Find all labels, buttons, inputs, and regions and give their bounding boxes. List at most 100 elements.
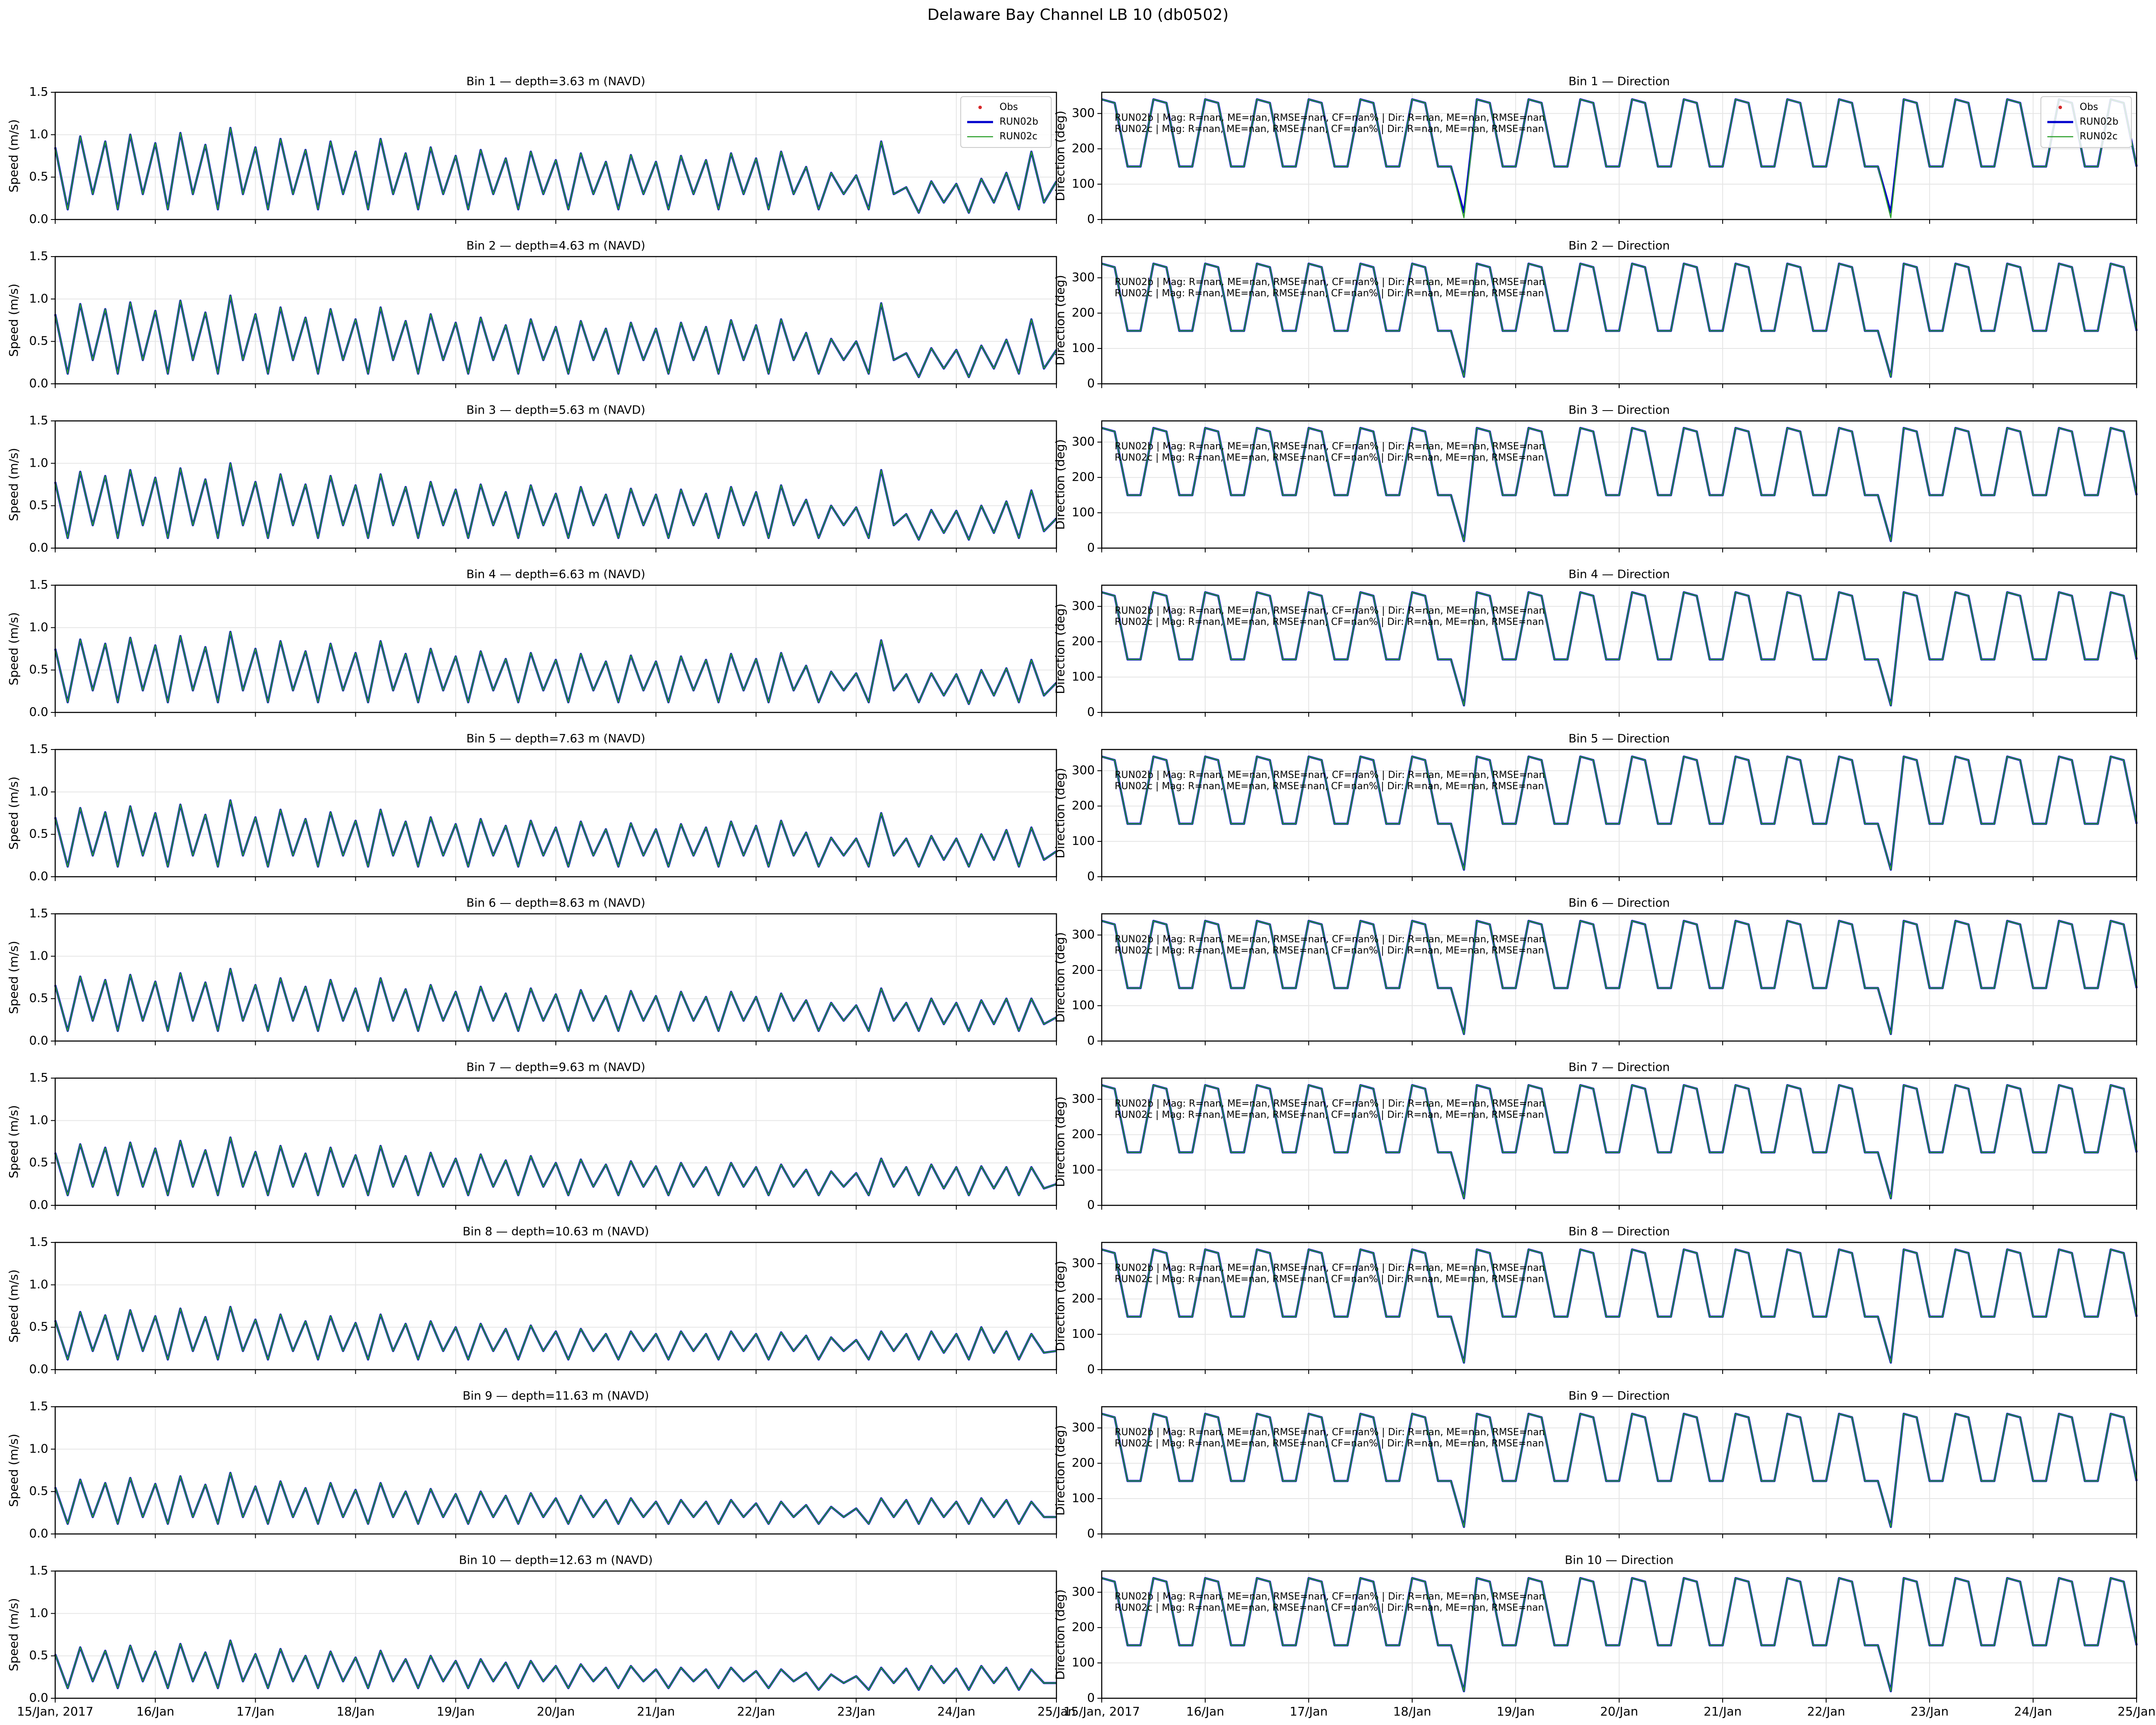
y-axis-label: Direction (deg) — [1053, 110, 1067, 201]
y-tick-label: 0.5 — [29, 1484, 48, 1498]
subplot-title: Bin 2 — Direction — [1568, 239, 1670, 253]
x-tick-label: 20/Jan — [1600, 1704, 1638, 1719]
stats-annotation: RUN02c | Mag: R=nan, ME=nan, RMSE=nan, C… — [1115, 945, 1544, 956]
legend-box — [960, 96, 1052, 148]
y-tick-label: 0 — [1087, 212, 1095, 226]
series-line — [1101, 1413, 2137, 1527]
stats-annotation: RUN02b | Mag: R=nan, ME=nan, RMSE=nan, C… — [1115, 934, 1545, 945]
y-tick-label: 1.0 — [29, 784, 48, 798]
axes-frame — [54, 1077, 1057, 1206]
y-tick-label: 300 — [1072, 1091, 1095, 1106]
y-tick-label: 100 — [1072, 176, 1095, 191]
y-tick-label: 0.0 — [29, 1526, 48, 1540]
y-tick-label: 0 — [1087, 1362, 1095, 1376]
y-tick-label: 0.0 — [29, 1362, 48, 1376]
axes-frame — [1101, 1570, 2137, 1699]
y-tick-label: 0.5 — [29, 662, 48, 677]
x-tick-label: 16/Jan — [1186, 1704, 1224, 1719]
x-tick-label: 18/Jan — [1393, 1704, 1431, 1719]
subplot-title: Bin 9 — depth=11.63 m (NAVD) — [463, 1389, 649, 1403]
y-tick-label: 0.0 — [29, 869, 48, 883]
series-line — [1101, 1578, 2137, 1692]
x-tick-label: 15/Jan, 2017 — [1063, 1704, 1140, 1719]
y-axis-label: Speed (m/s) — [6, 612, 21, 686]
y-tick-label: 0.0 — [29, 705, 48, 719]
axes-frame — [54, 1242, 1057, 1371]
subplot-title: Bin 9 — Direction — [1568, 1389, 1670, 1403]
y-tick-label: 1.0 — [29, 291, 48, 305]
series-line — [54, 1640, 1056, 1690]
y-tick-label: 1.5 — [29, 1563, 48, 1578]
subplot: Bin 4 — Direction Direction (deg) 0 100 200 3… — [1053, 568, 2138, 719]
legend-label: RUN02b — [2080, 116, 2118, 127]
y-tick-label: 300 — [1072, 270, 1095, 284]
y-tick-label: 200 — [1072, 141, 1095, 155]
y-tick-label: 300 — [1072, 763, 1095, 777]
series-line — [1101, 1085, 2137, 1199]
stats-annotation: RUN02b | Mag: R=nan, ME=nan, RMSE=nan, C… — [1115, 441, 1545, 452]
subplot-title: Bin 4 — Direction — [1568, 568, 1670, 581]
x-tick-label: 25/Jan — [2118, 1704, 2156, 1719]
y-tick-label: 100 — [1072, 1655, 1095, 1669]
series-line — [1101, 263, 2137, 377]
x-tick-label: 15/Jan, 2017 — [17, 1704, 93, 1719]
x-tick-label: 21/Jan — [637, 1704, 675, 1719]
y-tick-label: 1.0 — [29, 1113, 48, 1127]
axes-frame — [1101, 584, 2137, 713]
subplot: Bin 8 — Direction Direction (deg) 0 100 200 3… — [1053, 1225, 2138, 1376]
axes-frame — [54, 749, 1057, 878]
axes-frame — [1101, 91, 2137, 220]
series-line — [1101, 427, 2137, 542]
y-tick-label: 1.0 — [29, 127, 48, 141]
subplot: Bin 6 — depth=8.63 m (NAVD) Speed (m/s) 0.… — [6, 897, 1057, 1048]
series-line — [54, 800, 1057, 867]
y-tick-label: 1.5 — [29, 85, 48, 99]
stats-annotation: RUN02b | Mag: R=nan, ME=nan, RMSE=nan, C… — [1115, 1427, 1545, 1438]
legend-label: Obs — [1000, 102, 1018, 113]
series-line — [1101, 99, 2137, 219]
y-tick-label: 0 — [1087, 1198, 1095, 1212]
subplot: Bin 3 — Direction Direction (deg) 0 100 200 3… — [1053, 404, 2138, 555]
y-tick-label: 300 — [1072, 1420, 1095, 1434]
y-tick-label: 300 — [1072, 106, 1095, 120]
y-axis-label: Speed (m/s) — [6, 941, 21, 1014]
y-tick-label: 0 — [1087, 1690, 1095, 1705]
subplot-title: Bin 10 — depth=12.63 m (NAVD) — [459, 1554, 652, 1567]
x-tick-label: 22/Jan — [737, 1704, 775, 1719]
subplot: Bin 2 — depth=4.63 m (NAVD) Speed (m/s) 0.… — [6, 239, 1058, 390]
y-tick-label: 100 — [1072, 998, 1095, 1012]
series-line — [54, 1472, 1056, 1524]
y-tick-label: 0 — [1087, 1526, 1095, 1540]
axes-frame — [54, 91, 1057, 220]
y-tick-label: 200 — [1072, 798, 1095, 812]
stats-annotation: RUN02b | Mag: R=nan, ME=nan, RMSE=nan, C… — [1115, 605, 1545, 616]
axes-frame — [1101, 913, 2137, 1042]
series-line — [54, 463, 1057, 540]
x-tick-label: 23/Jan — [1911, 1704, 1949, 1719]
y-tick-label: 0.5 — [29, 1648, 48, 1662]
y-tick-label: 1.5 — [29, 577, 48, 592]
subplot-title: Bin 6 — depth=8.63 m (NAVD) — [466, 897, 645, 910]
subplot: Bin 8 — depth=10.63 m (NAVD) Speed (m/s) 0… — [6, 1225, 1057, 1376]
y-axis-label: Speed (m/s) — [6, 448, 21, 521]
y-axis-label: Speed (m/s) — [6, 1434, 21, 1507]
y-tick-label: 100 — [1072, 1491, 1095, 1505]
y-tick-label: 0.5 — [29, 498, 48, 512]
subplot-title: Bin 8 — depth=10.63 m (NAVD) — [463, 1225, 649, 1239]
y-tick-label: 0.0 — [29, 1033, 48, 1048]
subplot: Bin 10 — depth=12.63 m (NAVD) Speed (m/s)… — [6, 1554, 1075, 1719]
y-tick-label: 1.5 — [29, 742, 48, 756]
legend-label: RUN02c — [1000, 131, 1037, 142]
y-tick-label: 1.5 — [29, 1235, 48, 1249]
legend-marker — [978, 106, 982, 109]
series-line — [54, 295, 1057, 378]
y-tick-label: 200 — [1072, 1620, 1095, 1634]
stats-annotation: RUN02b | Mag: R=nan, ME=nan, RMSE=nan, C… — [1115, 770, 1545, 781]
legend-label: Obs — [2080, 102, 2098, 113]
subplot-title: Bin 6 — Direction — [1568, 897, 1670, 910]
y-tick-label: 0 — [1087, 376, 1095, 390]
y-axis-label: Speed (m/s) — [6, 1598, 21, 1672]
y-tick-label: 1.0 — [29, 620, 48, 634]
y-axis-label: Speed (m/s) — [6, 119, 21, 193]
